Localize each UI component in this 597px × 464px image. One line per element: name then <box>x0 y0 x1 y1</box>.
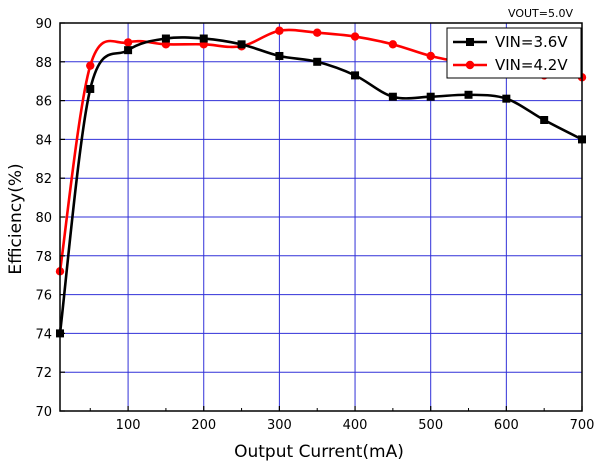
data-point-circle <box>388 40 398 49</box>
data-point-circle <box>350 32 360 41</box>
legend-marker-square <box>466 38 474 46</box>
data-point-square <box>199 34 208 43</box>
x-tick-label: 300 <box>267 418 292 433</box>
grid-layer <box>60 23 583 411</box>
y-tick-label: 76 <box>35 289 52 304</box>
legend-box <box>446 27 582 79</box>
data-point-square <box>502 94 511 103</box>
data-point-square <box>124 46 133 55</box>
y-axis-title: Efficiency(%) <box>6 163 26 274</box>
axis-layer: 100 200 300 400 500 600 700 70 72 74 76 78 80 82 84 86 8… <box>35 17 594 433</box>
x-tick-label: 600 <box>494 418 519 433</box>
y-tick-label: 70 <box>35 405 52 420</box>
y-tick-label: 80 <box>35 211 52 226</box>
y-tick-label: 88 <box>35 56 52 71</box>
y-tick-label: 90 <box>35 17 52 32</box>
x-tick-label: 400 <box>343 418 368 433</box>
data-point-square <box>313 57 322 66</box>
legend-label: VIN=3.6V <box>495 33 568 51</box>
data-point-square <box>161 34 170 43</box>
data-point-circle <box>313 28 322 37</box>
y-tick-label: 72 <box>35 366 52 381</box>
y-tick-label: 78 <box>35 250 52 265</box>
x-tick-label: 200 <box>191 418 216 433</box>
legend-label: VIN=4.2V <box>495 56 568 74</box>
x-tick-label: 100 <box>116 418 141 433</box>
data-point-circle <box>426 51 435 61</box>
data-point-square <box>388 92 397 101</box>
legend: VIN=3.6V VIN=4.2V <box>446 27 582 79</box>
x-tick-label: 500 <box>418 418 443 433</box>
data-point-square <box>86 84 95 93</box>
data-point-square <box>237 40 246 49</box>
y-tick-label: 84 <box>35 133 52 148</box>
data-point-circle <box>123 38 133 47</box>
series-line <box>58 36 583 334</box>
y-tick-label: 74 <box>35 327 52 342</box>
x-tick-label: 700 <box>570 418 595 433</box>
data-point-circle <box>86 61 95 70</box>
vout-annotation: VOUT=5.0V <box>508 7 573 20</box>
series-vin-3-6v <box>56 34 586 338</box>
y-tick-label: 82 <box>35 172 52 187</box>
data-point-square <box>464 90 473 99</box>
data-point-square <box>426 92 435 101</box>
data-point-square <box>275 51 284 60</box>
data-point-square <box>351 71 360 80</box>
x-axis-title: Output Current(mA) <box>234 442 404 462</box>
data-point-square <box>540 116 549 124</box>
legend-marker-circle <box>465 60 475 70</box>
data-point-circle <box>275 26 284 35</box>
y-tick-label: 86 <box>35 95 52 110</box>
